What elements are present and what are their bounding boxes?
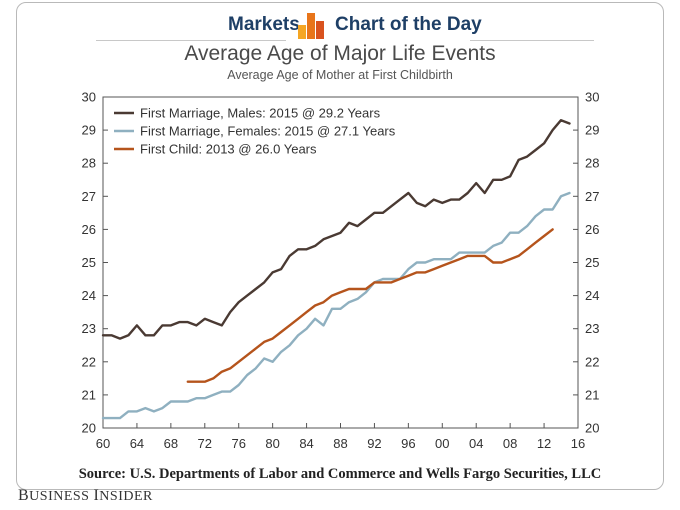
y-tick-label-left: 23 — [82, 321, 96, 336]
header-rule-left — [96, 40, 286, 41]
business-insider-logo: BUSINESS INSIDER — [18, 487, 153, 505]
y-tick-label-right: 28 — [585, 156, 599, 171]
y-tick-label-left: 25 — [82, 255, 96, 270]
series-line-2 — [101, 191, 571, 420]
y-tick-label-left: 28 — [82, 156, 96, 171]
y-tick-label-left: 21 — [82, 387, 96, 402]
y-tick-label-left: 22 — [82, 354, 96, 369]
x-tick-label: 16 — [571, 436, 585, 451]
chart-frame — [16, 2, 664, 490]
y-tick-label-right: 21 — [585, 387, 599, 402]
legend-label-2: First Marriage, Females: 2015 @ 27.1 Yea… — [140, 124, 396, 139]
brand-word-rest-2: NSIDER — [99, 489, 153, 504]
x-tick-label: 12 — [537, 436, 551, 451]
y-tick-label-right: 26 — [585, 222, 599, 237]
y-tick-label-left: 20 — [82, 421, 96, 436]
brand-word-rest-1: USINESS — [29, 489, 94, 504]
y-tick-label-right: 22 — [585, 354, 599, 369]
legend-label-1: First Marriage, Males: 2015 @ 29.2 Years — [140, 106, 381, 121]
x-tick-label: 04 — [469, 436, 483, 451]
x-tick-label: 88 — [333, 436, 347, 451]
y-tick-label-right: 20 — [585, 421, 599, 436]
x-tick-label: 92 — [367, 436, 381, 451]
legend-label-3: First Child: 2013 @ 26.0 Years — [140, 142, 317, 157]
y-tick-label-right: 25 — [585, 255, 599, 270]
x-tick-label: 80 — [265, 436, 279, 451]
chart-of-the-day-label[interactable]: Chart of the Day — [335, 14, 482, 35]
x-tick-label: 96 — [401, 436, 415, 451]
brand-letter-b: B — [18, 487, 30, 504]
y-tick-label-right: 27 — [585, 189, 599, 204]
y-tick-label-left: 26 — [82, 222, 96, 237]
y-tick-label-left: 24 — [82, 288, 96, 303]
x-tick-label: 08 — [503, 436, 517, 451]
bar-chart-logo-icon — [298, 13, 326, 39]
y-tick-label-left: 29 — [82, 123, 96, 138]
x-tick-label: 84 — [299, 436, 313, 451]
header-rule-right — [470, 40, 594, 41]
markets-label[interactable]: Markets — [228, 14, 300, 35]
x-tick-label: 00 — [435, 436, 449, 451]
header: Markets Chart of the Day — [0, 6, 680, 40]
series-line-3 — [186, 228, 554, 383]
x-tick-label: 60 — [96, 436, 110, 451]
y-tick-label-right: 30 — [585, 90, 599, 105]
y-tick-label-left: 27 — [82, 189, 96, 204]
y-tick-label-right: 29 — [585, 123, 599, 138]
series-line-1 — [101, 118, 571, 340]
y-tick-label-left: 30 — [82, 90, 96, 105]
chart-title: Average Age of Major Life Events — [184, 42, 496, 65]
y-tick-label-right: 24 — [585, 288, 599, 303]
source-note: Source: U.S. Departments of Labor and Co… — [78, 466, 602, 482]
x-tick-label: 76 — [231, 436, 245, 451]
brand-letter-i: I — [93, 487, 100, 504]
y-tick-label-right: 23 — [585, 321, 599, 336]
x-tick-label: 68 — [164, 436, 178, 451]
x-tick-label: 72 — [198, 436, 212, 451]
chart-subtitle: Average Age of Mother at First Childbirt… — [227, 68, 453, 82]
x-tick-label: 64 — [130, 436, 144, 451]
